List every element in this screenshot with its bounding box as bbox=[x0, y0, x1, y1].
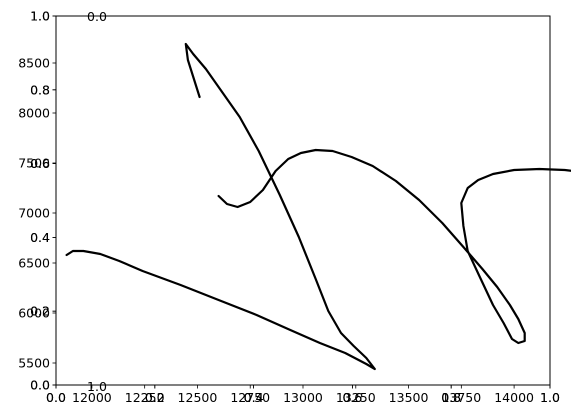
x-tick-label: 12750 bbox=[230, 390, 270, 405]
series-line-1 bbox=[65, 42, 376, 371]
x-tick-label: 0.4 bbox=[244, 390, 264, 405]
y-tick-label: 0.6 bbox=[30, 156, 50, 171]
y-tick-label: 0.4 bbox=[30, 230, 50, 245]
y-tick-label: 5500 bbox=[18, 356, 50, 371]
y-tick-label: 1.0 bbox=[30, 9, 50, 24]
y-tick-label: 6000 bbox=[18, 306, 50, 321]
y-tick-label: 0.2 bbox=[30, 304, 50, 319]
x-tick-label: 0.0 bbox=[46, 390, 66, 405]
x-tick-label: 0.8 bbox=[441, 390, 461, 405]
plot-frame bbox=[55, 15, 551, 386]
x-tick-label: 0.4 bbox=[244, 390, 264, 405]
x-tick-label: 12500 bbox=[178, 390, 218, 405]
y-tick-label: 0.0 bbox=[30, 378, 50, 393]
x-tick-label: 0.8 bbox=[441, 390, 461, 405]
x-tick-label: 13250 bbox=[336, 390, 376, 405]
y-tick-label: 8000 bbox=[18, 106, 50, 121]
y-tick-label: 0.8 bbox=[30, 82, 50, 97]
x-tick-label: 12000 bbox=[72, 390, 112, 405]
x-tick-label: 14000 bbox=[494, 390, 534, 405]
x-tick-label: 0.6 bbox=[342, 390, 362, 405]
y-tick-label: 8500 bbox=[18, 56, 50, 71]
x-tick-label: 13750 bbox=[441, 390, 481, 405]
y-tick-label: 0.2 bbox=[30, 304, 50, 319]
y-tick-label: 0.8 bbox=[30, 82, 50, 97]
x-tick-label: 13500 bbox=[389, 390, 429, 405]
y-tick-label: 0.4 bbox=[30, 230, 50, 245]
series-line-2 bbox=[217, 148, 571, 345]
stray-label-bottom: 1.0 bbox=[87, 379, 107, 394]
x-tick-label: 0.2 bbox=[145, 390, 165, 405]
y-tick-label: 7000 bbox=[18, 206, 50, 221]
x-tick-label: 0.6 bbox=[342, 390, 362, 405]
x-tick-label: 0.2 bbox=[145, 390, 165, 405]
y-tick-label: 7500 bbox=[18, 156, 50, 171]
y-tick-label: 1.0 bbox=[30, 9, 50, 24]
y-tick-label: 0.0 bbox=[30, 378, 50, 393]
x-tick-label: 1.0 bbox=[540, 390, 560, 405]
x-tick-label: 13000 bbox=[283, 390, 323, 405]
tick-layer: 0.0 0.2 0.4 0.6 0.8 1.00.00.20.40.60.81.00.0 0… bbox=[18, 9, 560, 406]
y-tick-label: 6500 bbox=[18, 256, 50, 271]
x-tick-label: 0.0 bbox=[46, 390, 66, 405]
y-tick-label: 0.6 bbox=[30, 156, 50, 171]
series-layer bbox=[65, 42, 571, 371]
x-tick-label: 1.0 bbox=[540, 390, 560, 405]
x-tick-label: 12250 bbox=[125, 390, 165, 405]
stray-label-top: 0.0 bbox=[87, 9, 107, 24]
